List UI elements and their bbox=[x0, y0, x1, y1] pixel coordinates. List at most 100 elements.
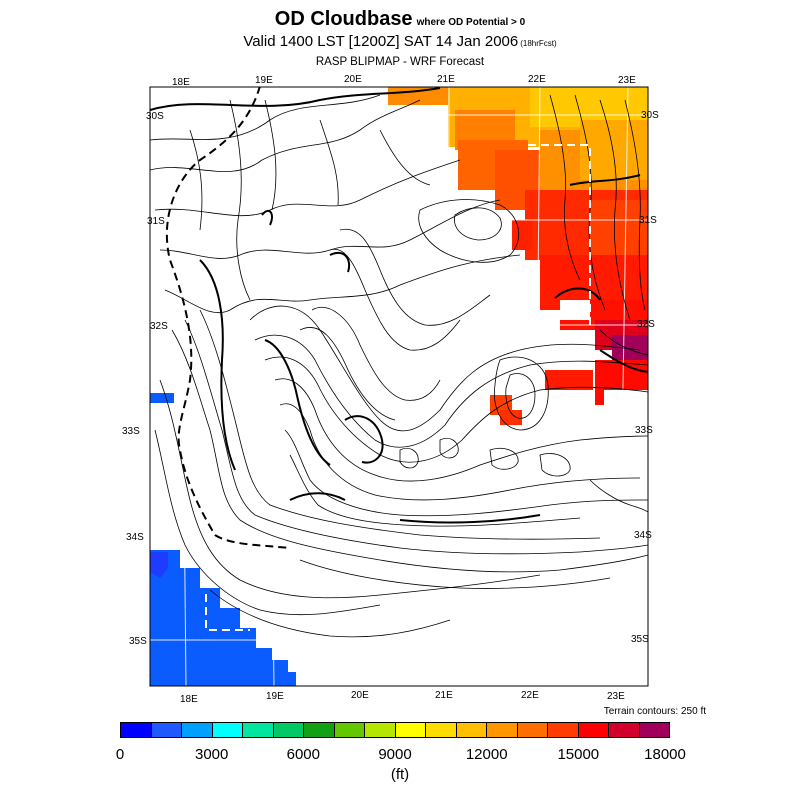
colorbar-swatch bbox=[639, 723, 669, 737]
colorbar-tick: 3000 bbox=[195, 746, 229, 763]
lon-line bbox=[179, 87, 187, 686]
contour-line bbox=[154, 429, 381, 616]
lat-label-right: 30S bbox=[641, 110, 659, 121]
contour-line bbox=[254, 334, 648, 448]
contour-line bbox=[159, 379, 541, 599]
contour-loop bbox=[539, 453, 571, 477]
cloudbase-cell bbox=[500, 410, 522, 425]
contour-line bbox=[599, 329, 648, 356]
cloudbase-gap bbox=[560, 300, 590, 320]
graticule bbox=[150, 87, 648, 686]
colorbar-swatch bbox=[273, 723, 304, 737]
contour-line bbox=[299, 559, 611, 589]
colorbar bbox=[120, 722, 670, 738]
colorbar-swatch bbox=[365, 723, 396, 737]
lon-line bbox=[266, 87, 275, 686]
contour-line bbox=[264, 99, 277, 211]
contour-line bbox=[150, 99, 421, 172]
contour-line bbox=[199, 309, 601, 540]
contour-line bbox=[171, 329, 648, 573]
lat-label-right: 31S bbox=[639, 215, 657, 226]
contour-line bbox=[599, 99, 631, 321]
contour-line bbox=[249, 305, 641, 432]
lon-label-bottom: 23E bbox=[607, 691, 625, 702]
lat-label-left: 34S bbox=[126, 532, 144, 543]
model-name: RASP BLIPMAP - WRF Forecast bbox=[315, 56, 485, 68]
lat-label-left: 32S bbox=[150, 321, 168, 332]
contour-line bbox=[311, 307, 441, 401]
contour-line bbox=[279, 403, 641, 501]
terrain-contours bbox=[150, 87, 648, 638]
contour-loop bbox=[439, 437, 459, 459]
contour-line bbox=[264, 356, 648, 463]
colorbar-swatch bbox=[151, 723, 182, 737]
lat-label-right: 32S bbox=[637, 319, 655, 330]
lon-line bbox=[533, 87, 541, 686]
terrain-contour-note: Terrain contours: 250 ft bbox=[603, 706, 706, 717]
contour-line bbox=[299, 327, 396, 421]
colorbar-tick: 6000 bbox=[286, 746, 320, 763]
colorbar-tick: 18000 bbox=[644, 746, 686, 763]
cloudbase-cell bbox=[545, 370, 593, 390]
contour-line-major bbox=[261, 209, 273, 226]
lat-label-left: 33S bbox=[122, 426, 140, 437]
lon-label-bottom: 19E bbox=[266, 691, 284, 702]
colorbar-swatch bbox=[334, 723, 365, 737]
lon-label-top: 23E bbox=[618, 75, 636, 86]
cloudbase-cell bbox=[150, 550, 296, 686]
coastline bbox=[165, 87, 591, 631]
colorbar-swatch bbox=[243, 723, 274, 737]
lon-label-bottom: 22E bbox=[521, 690, 539, 701]
contour-line-major bbox=[199, 259, 236, 471]
colorbar-swatch bbox=[487, 723, 518, 737]
lat-label-right: 34S bbox=[634, 530, 652, 541]
contour-line-major bbox=[554, 287, 601, 301]
lon-label-top: 20E bbox=[344, 74, 362, 85]
map-title: OD Cloudbase where OD Potential > 0 bbox=[0, 8, 800, 31]
contour-line-major bbox=[344, 415, 384, 464]
contour-line bbox=[209, 589, 451, 638]
cloudbase-cell bbox=[580, 120, 648, 180]
lat-label-left: 30S bbox=[146, 111, 164, 122]
region-box-edge bbox=[528, 144, 591, 330]
lon-label-top: 19E bbox=[255, 75, 273, 86]
plot-frame bbox=[149, 86, 649, 687]
region-box-edge bbox=[205, 594, 250, 631]
coastline-path bbox=[165, 87, 291, 549]
colorbar-tick: 9000 bbox=[378, 746, 412, 763]
contour-line-major bbox=[329, 252, 350, 273]
colorbar-swatch bbox=[304, 723, 335, 737]
contour-line bbox=[154, 159, 461, 217]
color-fill-layer bbox=[150, 87, 648, 686]
cloudbase-low-region bbox=[150, 393, 296, 686]
cloudbase-gap bbox=[604, 390, 648, 410]
contour-loop bbox=[418, 199, 519, 263]
colorbar-swatch bbox=[548, 723, 579, 737]
lon-line bbox=[617, 87, 629, 686]
colorbar-tick: 0 bbox=[115, 746, 125, 763]
contour-line bbox=[229, 99, 251, 301]
lon-label-top: 21E bbox=[437, 74, 455, 85]
contour-line bbox=[339, 228, 491, 326]
colorbar-tick: 12000 bbox=[465, 746, 508, 763]
contour-line-major bbox=[264, 339, 331, 466]
cloudbase-cell bbox=[512, 220, 532, 250]
axis-labels: 18E 19E 20E 21E 22E 23E 18E 19E 20E 21E … bbox=[122, 74, 659, 705]
contour-line bbox=[319, 119, 339, 206]
contour-line bbox=[289, 454, 581, 527]
contour-line-major bbox=[599, 349, 648, 373]
colorbar-swatch bbox=[182, 723, 213, 737]
contour-line bbox=[624, 99, 646, 311]
contour-loop bbox=[454, 207, 502, 241]
cloudbase-cell bbox=[150, 393, 174, 403]
lon-line bbox=[446, 87, 450, 686]
title-main: OD Cloudbase bbox=[274, 8, 413, 30]
colorbar-swatch bbox=[456, 723, 487, 737]
contour-line-major bbox=[569, 174, 641, 186]
contour-line bbox=[184, 319, 648, 555]
lat-label-right: 33S bbox=[635, 425, 653, 436]
colorbar-swatch bbox=[578, 723, 609, 737]
contour-loop bbox=[505, 373, 536, 419]
contour-loop bbox=[399, 447, 419, 469]
colorbar-swatch bbox=[395, 723, 426, 737]
